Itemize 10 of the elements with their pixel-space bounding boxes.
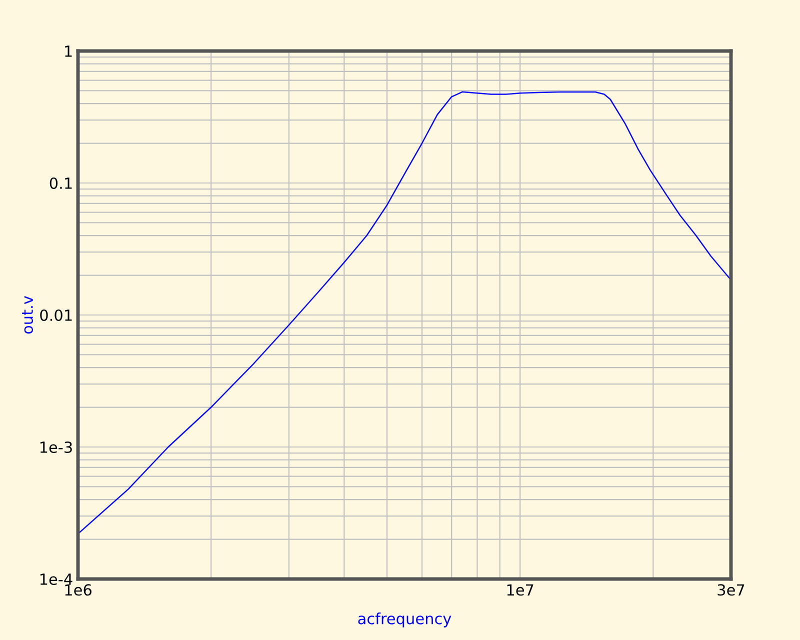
y-tick-label: 1 [65,46,72,57]
y-tick-label: 0.1 [50,177,72,190]
y-axis-title: out.v [22,296,34,334]
y-tick-label: 1e-4 [40,574,72,586]
y-tick-label: 0.01 [40,309,72,322]
x-axis-title: acfrequency [358,612,452,628]
x-tick-label: 3e7 [718,584,744,596]
y-tick-label: 1e-3 [40,441,72,454]
x-tick-label: 1e7 [507,584,534,596]
x-tick-label: 1e6 [65,584,92,596]
